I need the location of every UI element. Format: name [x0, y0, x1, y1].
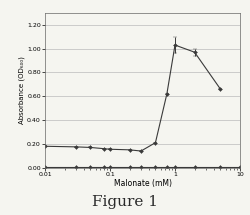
X-axis label: Malonate (mM): Malonate (mM)	[114, 179, 172, 188]
Y-axis label: Absorbance (OD₆₀₀): Absorbance (OD₆₀₀)	[18, 56, 25, 124]
Text: Figure 1: Figure 1	[92, 195, 158, 209]
